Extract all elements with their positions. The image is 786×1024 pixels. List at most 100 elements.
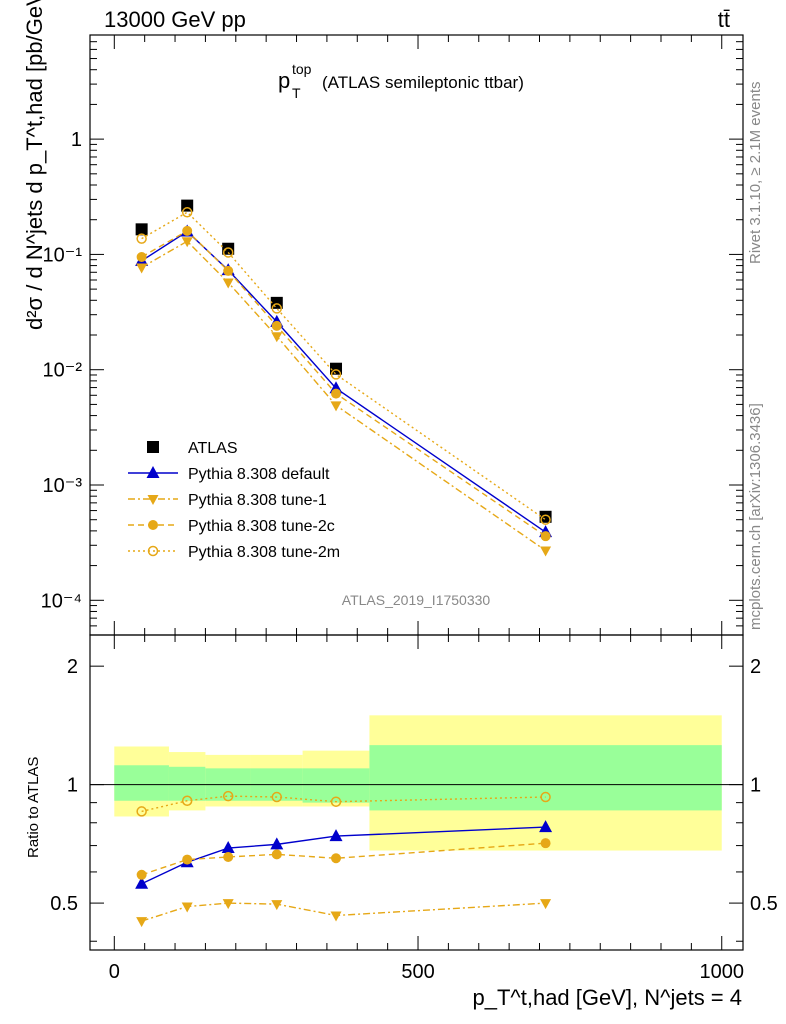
ratio-data-point	[330, 911, 342, 922]
top-data-point	[330, 369, 342, 380]
top-data-point	[136, 233, 147, 244]
top-data-point	[182, 225, 193, 236]
top-data-point	[271, 332, 283, 343]
ratio-data-point	[221, 841, 235, 854]
tick-label: 10⁻¹	[43, 244, 83, 266]
ratio-bands	[114, 715, 722, 851]
top-data-point	[136, 251, 147, 262]
rivet-label: Rivet 3.1.10, ≥ 2.1M events	[747, 82, 764, 265]
legend-marker	[148, 520, 158, 530]
axis-tick-labels: 0 500 1000 10⁻⁴ 10⁻³ 10⁻² 10⁻¹ 1 0.5 0.5 1 1 2 2	[41, 129, 778, 983]
ratio-data-point	[540, 791, 551, 803]
top-data-point	[222, 247, 234, 258]
ratio-series-line	[141, 826, 546, 885]
top-data-point	[181, 207, 193, 218]
legend-marker	[147, 441, 159, 453]
legend-marker	[147, 495, 159, 505]
energy-label: 13000 GeV pp	[104, 7, 246, 32]
ratio-band-stat	[369, 745, 722, 811]
top-data-point	[223, 265, 234, 276]
ratio-data-point	[136, 917, 148, 928]
legend-markers	[128, 441, 178, 557]
legend-label-tune1: Pythia 8.308 tune-1	[188, 492, 327, 509]
ratio-band-stat	[168, 766, 206, 801]
tick-label: 2	[750, 656, 761, 678]
ratio-data-point	[181, 795, 193, 806]
top-y-axis-label: d²σ / d N^jets d p_T^t,had [pb/GeV]	[22, 0, 47, 330]
ratio-data-point	[540, 899, 552, 910]
ratio-series-line	[141, 795, 546, 813]
top-series-line	[141, 211, 546, 521]
legend-marker	[147, 545, 159, 557]
ratio-data-point	[135, 876, 149, 889]
top-y-axis-label-text: d²σ / d N^jets d p_T^t,had [pb/GeV]	[22, 0, 47, 330]
top-data-point	[222, 242, 235, 255]
ratio-data-point	[271, 849, 282, 860]
top-data-point	[540, 531, 551, 542]
legend-label-tune2c: Pythia 8.308 tune-2c	[188, 518, 335, 535]
ratio-data-point	[329, 829, 343, 842]
title-sup: top	[292, 61, 312, 77]
top-series-line	[141, 230, 546, 533]
ratio-band-stat	[114, 765, 169, 801]
ratio-frame	[89, 634, 744, 951]
ratio-data-point	[222, 790, 234, 802]
top-data-point	[271, 303, 283, 314]
legend-marker	[146, 466, 160, 478]
mcplots-label: mcplots.cern.ch [arXiv:1306.3436]	[747, 403, 764, 630]
ratio-data-point	[182, 854, 193, 865]
ratio-data-point	[330, 796, 342, 807]
ratio-data-point	[222, 899, 234, 910]
tick-label: 1	[67, 775, 78, 797]
top-data-point	[539, 510, 552, 523]
top-data-point	[331, 388, 342, 399]
ratio-data-point	[136, 869, 147, 880]
ratio-series-line	[141, 902, 546, 922]
top-data-point	[222, 278, 234, 289]
tick-label: 500	[401, 961, 434, 983]
legend: ATLAS Pythia 8.308 default Pythia 8.308 …	[128, 440, 340, 561]
top-series-group	[135, 199, 553, 557]
axis-ticks	[90, 34, 743, 950]
top-data-point	[135, 223, 148, 236]
ratio-data-point	[331, 853, 342, 864]
top-data-point	[540, 514, 551, 525]
title-main: p	[278, 68, 290, 93]
ratio-series-group	[135, 790, 553, 928]
tick-label: 0.5	[50, 893, 78, 915]
x-axis-label: p_T^t,had [GeV], N^jets = 4	[473, 985, 743, 1010]
ratio-series-line	[141, 842, 546, 876]
tick-label: 1000	[699, 961, 744, 983]
tick-label: 10⁻³	[43, 475, 83, 497]
title-sub: T	[292, 85, 301, 101]
top-data-point	[181, 237, 193, 248]
top-data-point	[271, 320, 282, 331]
ratio-y-axis-label: Ratio to ATLAS	[25, 757, 42, 858]
top-series-line	[141, 240, 546, 552]
ratio-data-point	[270, 837, 284, 850]
legend-label-default: Pythia 8.308 default	[188, 466, 330, 483]
tick-label: 0.5	[750, 893, 778, 915]
tick-label: 10⁻⁴	[41, 590, 82, 612]
analysis-id: ATLAS_2019_I1750330	[342, 592, 491, 608]
top-data-point	[540, 546, 552, 557]
ratio-data-point	[181, 902, 193, 913]
legend-label-tune2m: Pythia 8.308 tune-2m	[188, 544, 340, 561]
tick-label: 10⁻²	[43, 360, 83, 382]
ratio-data-point	[540, 838, 551, 849]
legend-label-atlas: ATLAS	[188, 440, 238, 457]
tick-label: 2	[67, 656, 78, 678]
ratio-data-point	[271, 791, 283, 803]
tick-label: 1	[750, 775, 761, 797]
top-data-point	[330, 401, 342, 412]
ratio-data-point	[223, 851, 234, 862]
process-label: tt̄	[718, 7, 730, 32]
ratio-data-point	[271, 900, 283, 911]
tick-label: 0	[109, 961, 120, 983]
tick-label: 1	[71, 129, 82, 151]
ratio-data-point	[136, 806, 147, 817]
top-series-line	[141, 230, 546, 537]
ratio-data-point	[539, 820, 553, 833]
top-data-point	[136, 263, 148, 274]
